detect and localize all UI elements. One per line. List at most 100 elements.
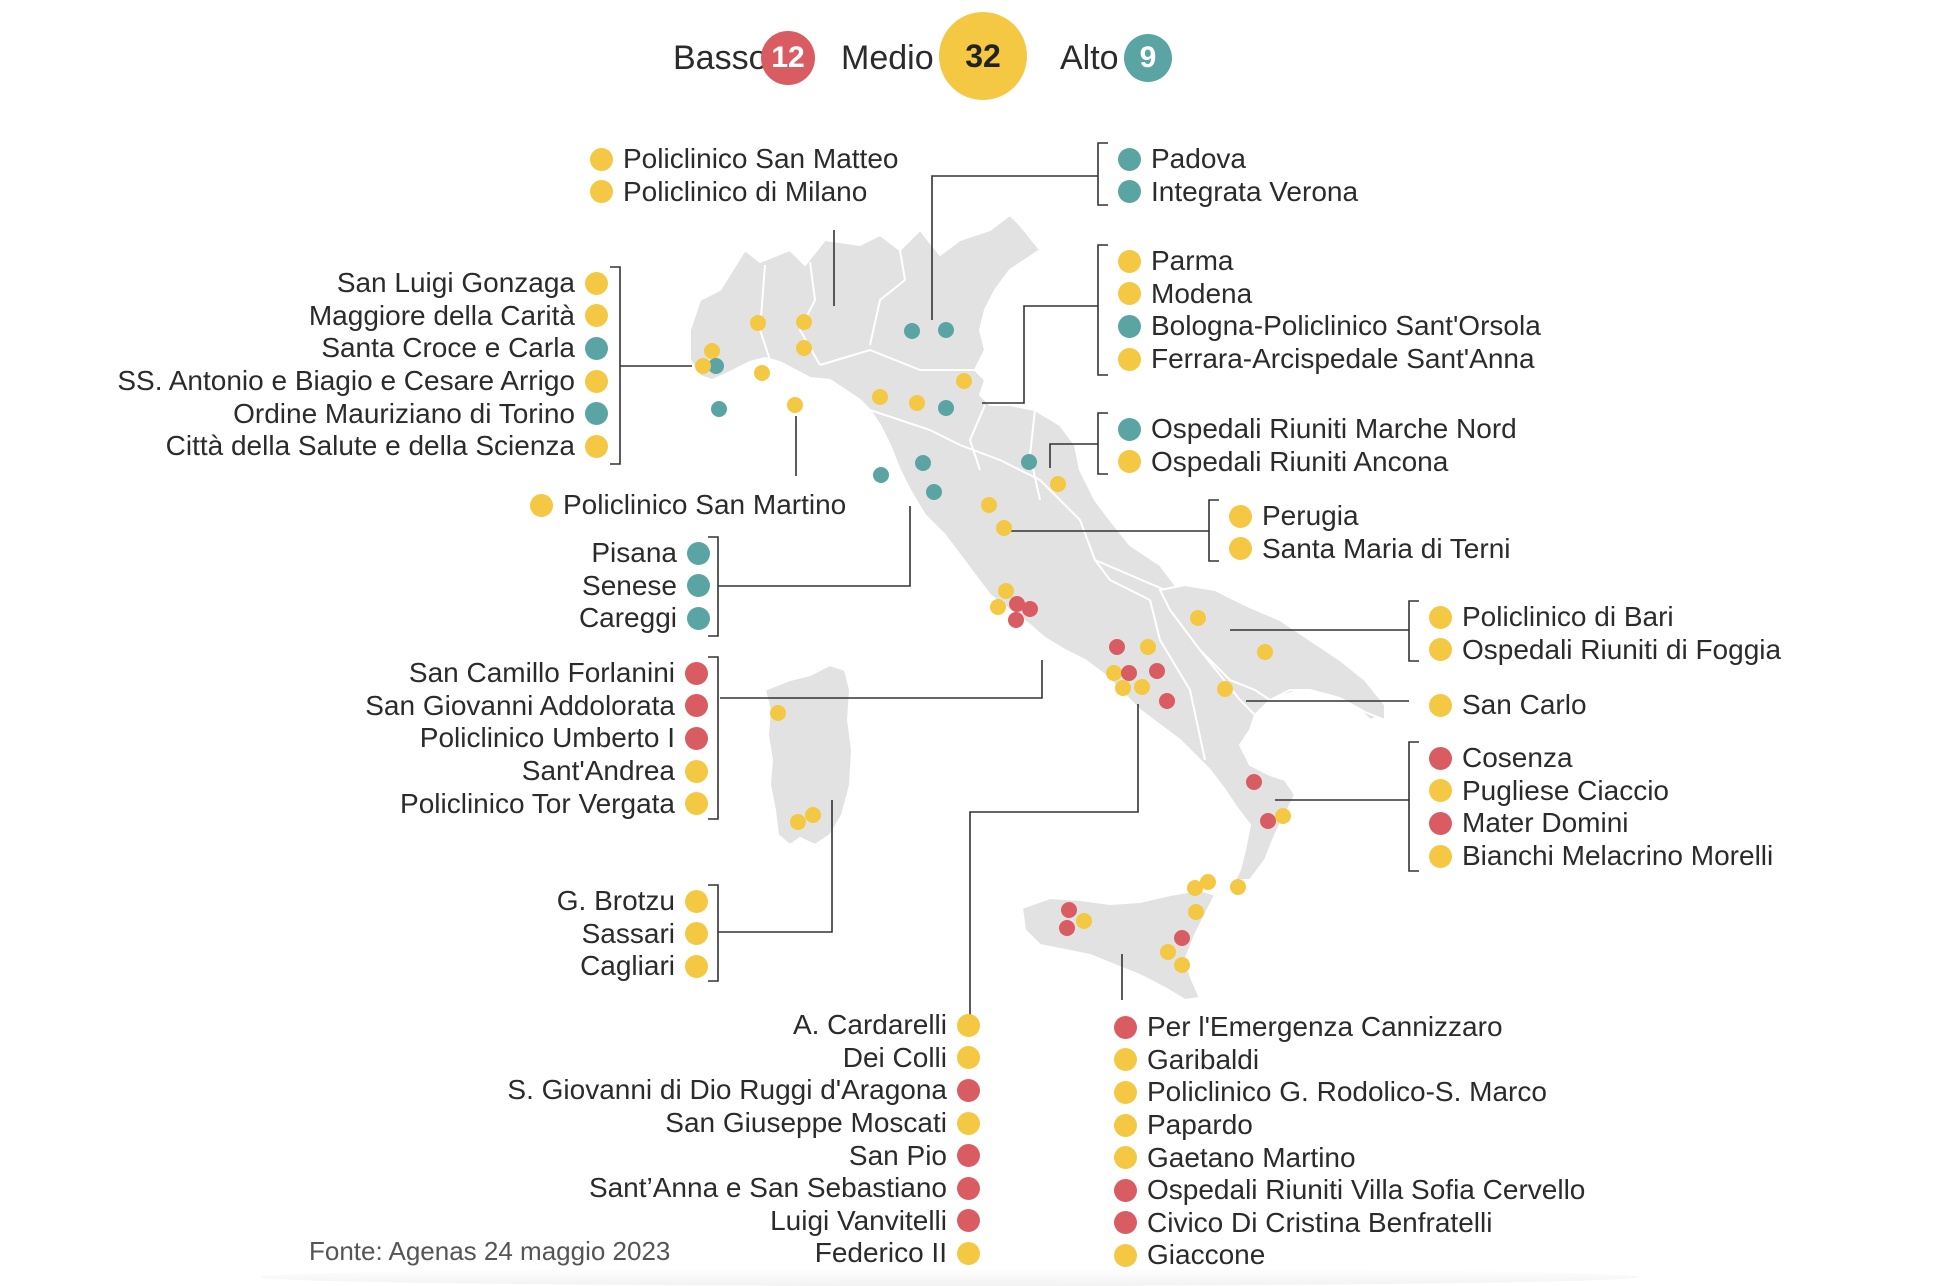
hospital-name: San Carlo <box>1462 689 1587 721</box>
level-dot-medio <box>957 1013 980 1037</box>
bottom-shadow <box>260 1268 1640 1286</box>
hospital-point-medio <box>1160 944 1176 960</box>
group-liguria: Policlinico San Martino <box>530 489 846 522</box>
level-dot-basso <box>685 661 708 685</box>
level-dot-medio <box>590 180 613 204</box>
hospital-item: Ospedali Riuniti Marche Nord <box>1118 413 1517 446</box>
hospital-point-medio <box>909 395 925 411</box>
level-dot-medio <box>590 147 613 171</box>
hospital-item: Policlinico Tor Vergata <box>365 787 708 820</box>
hospital-point-basso <box>1109 639 1125 655</box>
hospital-name: Bianchi Melacrino Morelli <box>1462 840 1774 872</box>
hospital-name: Civico Di Cristina Benfratelli <box>1147 1206 1493 1238</box>
hospital-item: Gaetano Martino <box>1114 1141 1585 1174</box>
source-note: Fonte: Agenas 24 maggio 2023 <box>309 1236 671 1266</box>
hospital-point-medio <box>1050 476 1066 492</box>
hospital-name: Integrata Verona <box>1151 175 1359 207</box>
group-bracket <box>1097 412 1108 475</box>
hospital-item: Dei Colli <box>507 1042 980 1075</box>
hospital-item: Ospedali Riuniti Villa Sofia Cervello <box>1114 1174 1585 1207</box>
level-dot-basso <box>1429 811 1452 835</box>
hospital-item: Perugia <box>1229 500 1511 533</box>
level-dot-medio <box>1114 1243 1137 1267</box>
leader-line <box>718 800 833 933</box>
hospital-point-medio <box>998 583 1014 599</box>
group-sicilia: Per l'Emergenza Cannizzaro Garibaldi Polic… <box>1114 1011 1585 1272</box>
level-dot-basso <box>957 1209 980 1233</box>
hospital-point-basso <box>1246 774 1262 790</box>
hospital-name: Federico II <box>814 1237 947 1269</box>
hospital-name: Città della Salute e della Scienza <box>165 430 575 462</box>
group-puglia: Policlinico di Bari Ospedali Riuniti di F… <box>1429 601 1781 666</box>
hospital-name: Santa Croce e Carla <box>321 332 575 364</box>
hospital-name: Ospedali Riuniti Villa Sofia Cervello <box>1147 1174 1586 1206</box>
level-dot-medio <box>1114 1146 1137 1170</box>
hospital-point-alto <box>926 484 942 500</box>
hospital-name: Santa Maria di Terni <box>1262 532 1511 564</box>
hospital-name: Maggiore della Carità <box>308 299 575 331</box>
hospital-point-medio <box>1115 680 1131 696</box>
level-dot-alto <box>1118 314 1141 338</box>
level-dot-medio <box>585 271 608 295</box>
hospital-item: Padova <box>1118 143 1358 176</box>
hospital-item: G. Brotzu <box>557 885 708 918</box>
hospital-name: San Giuseppe Moscati <box>665 1107 947 1139</box>
hospital-point-alto <box>904 323 920 339</box>
hospital-name: S. Giovanni di Dio Ruggi d'Aragona <box>507 1074 947 1106</box>
level-dot-basso <box>685 726 708 750</box>
hospital-item: S. Giovanni di Dio Ruggi d'Aragona <box>507 1074 980 1107</box>
hospital-point-medio <box>1217 681 1233 697</box>
hospital-item: San Giuseppe Moscati <box>507 1107 980 1140</box>
hospital-name: Per l'Emergenza Cannizzaro <box>1147 1011 1503 1043</box>
leader-line <box>718 506 911 587</box>
hospital-item: Ospedali Riuniti di Foggia <box>1429 634 1781 667</box>
hospital-point-basso <box>1149 663 1165 679</box>
hospital-item: San Luigi Gonzaga <box>117 267 608 300</box>
hospital-point-medio <box>981 497 997 513</box>
hospital-name: Parma <box>1151 245 1234 277</box>
leader-lines <box>610 142 1419 1030</box>
hospital-name: Luigi Vanvitelli <box>770 1204 947 1236</box>
level-dot-medio <box>1114 1048 1137 1072</box>
hospital-point-medio <box>1200 874 1216 890</box>
hospital-point-medio <box>956 373 972 389</box>
legend-count-medio: 32 <box>939 12 1027 100</box>
hospital-item: Bianchi Melacrino Morelli <box>1429 840 1773 873</box>
group-marche: Ospedali Riuniti Marche Nord Ospedali Riu… <box>1118 413 1517 478</box>
group-bracket <box>1208 499 1219 562</box>
hospital-point-medio <box>1188 904 1204 920</box>
legend-label-medio: Medio <box>841 39 934 77</box>
sardinia <box>763 663 854 847</box>
leader-line <box>931 175 1098 320</box>
level-dot-basso <box>1429 746 1452 770</box>
hospital-point-medio <box>1190 610 1206 626</box>
hospital-point-basso <box>1121 665 1137 681</box>
hospital-name: Gaetano Martino <box>1147 1141 1356 1173</box>
hospital-point-medio <box>1076 913 1092 929</box>
hospital-point-medio <box>770 705 786 721</box>
group-bracket <box>1408 600 1419 662</box>
hospital-points <box>695 314 1291 973</box>
group-bracket <box>708 536 719 637</box>
hospital-point-medio <box>996 520 1012 536</box>
mainland <box>689 213 1387 881</box>
hospital-point-medio <box>796 340 812 356</box>
hospital-name: SS. Antonio e Biagio e Cesare Arrigo <box>117 365 575 397</box>
hospital-item: Luigi Vanvitelli <box>507 1205 980 1238</box>
group-calabria: Cosenza Pugliese Ciaccio Mater Domini Bianc… <box>1429 742 1773 872</box>
hospital-item: A. Cardarelli <box>507 1009 980 1042</box>
hospital-point-alto <box>708 358 724 374</box>
hospital-name: San Giovanni Addolorata <box>365 689 675 721</box>
hospital-item: Policlinico San Matteo <box>590 143 898 176</box>
hospital-item: Giaccone <box>1114 1239 1585 1272</box>
hospital-item: Careggi <box>579 602 710 635</box>
hospital-item: Civico Di Cristina Benfratelli <box>1114 1207 1585 1240</box>
hospital-point-medio <box>754 365 770 381</box>
level-dot-alto <box>585 336 608 360</box>
hospital-point-alto <box>711 401 727 417</box>
group-bracket <box>1408 741 1419 872</box>
sicily <box>1020 888 1217 1002</box>
level-dot-medio <box>1429 605 1452 629</box>
group-piemonte: San Luigi Gonzaga Maggiore della Carità Sa… <box>117 267 608 463</box>
